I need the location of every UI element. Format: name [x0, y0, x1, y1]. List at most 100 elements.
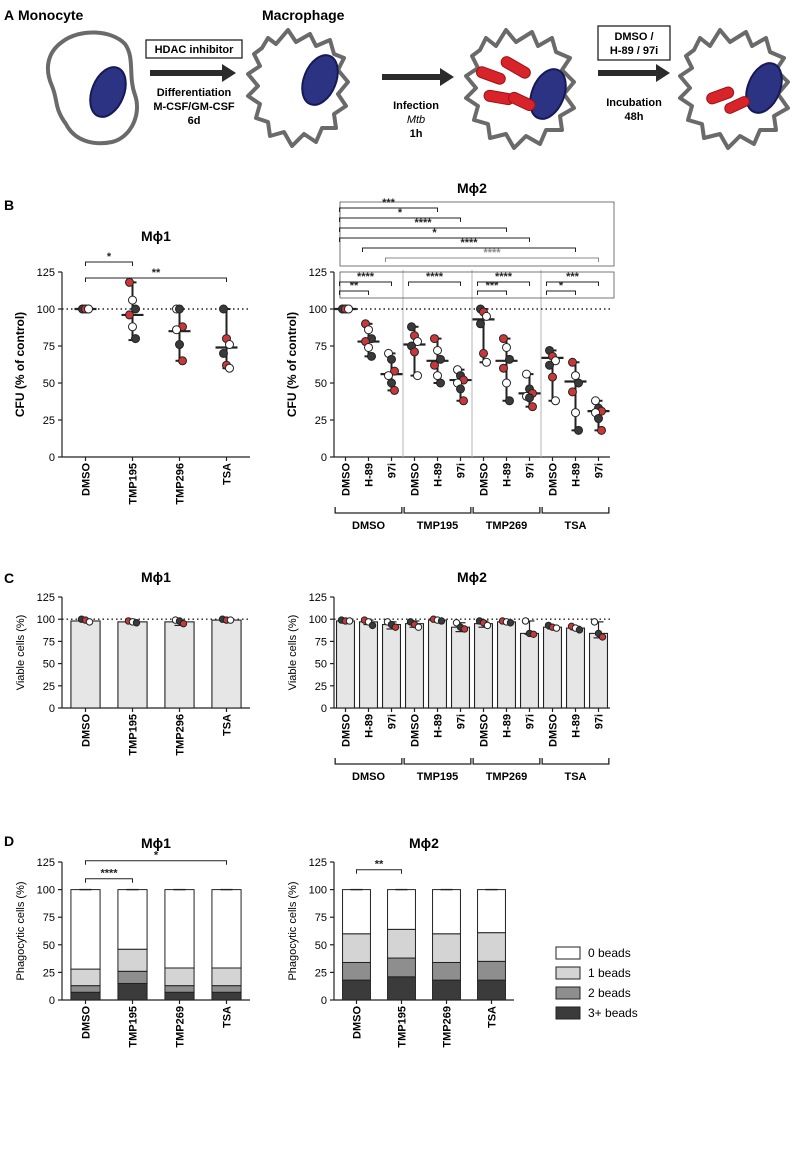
x-tick-label: DMSO — [479, 463, 491, 496]
data-point — [390, 366, 399, 376]
significance-label: * — [154, 850, 159, 862]
step3-line2: 48h — [625, 111, 644, 123]
x-tick-label: TSA — [222, 463, 234, 485]
stacked-segment — [477, 960, 506, 981]
y-tick-label: 50 — [43, 378, 55, 390]
stacked-segment — [164, 985, 195, 993]
significance-label: ** — [375, 859, 384, 871]
bar — [450, 626, 471, 709]
data-point — [391, 623, 400, 631]
x-tick-label: DMSO — [410, 463, 422, 496]
stacked-segment — [342, 889, 371, 935]
bar — [473, 623, 494, 709]
x-tick-label: TMP269 — [442, 1006, 454, 1048]
y-tick-label: 25 — [43, 415, 55, 427]
group-bracket — [403, 758, 472, 765]
stacked-segment — [164, 991, 195, 1001]
chart-d2-phagocytosis-mphi2: 0 25 50 75 100 125 Phagocytic cells (%) Mϕ2 DMSO… — [287, 835, 638, 1048]
x-tick-label: H-89 — [502, 714, 514, 738]
data-point — [594, 414, 603, 424]
chart-b1-cfu-mphi1: 0 25 50 75 100 125 CFU (% of control) Mϕ1 DMSO TM… — [13, 228, 250, 505]
significance-bracket — [85, 860, 227, 865]
x-tick-label: H-89 — [571, 463, 583, 487]
step2-title: Infection — [393, 100, 439, 112]
data-point — [179, 619, 188, 628]
data-point — [128, 322, 137, 332]
data-point — [529, 630, 538, 638]
x-tick-label: 97i — [525, 463, 537, 478]
macrophage-cell — [246, 28, 350, 148]
data-point — [551, 356, 560, 366]
significance-bracket-inner — [408, 281, 461, 286]
bar — [496, 621, 517, 709]
data-point — [528, 402, 537, 412]
x-tick-label: DMSO — [548, 463, 560, 496]
significance-label: *** — [486, 280, 500, 292]
stacked-segment — [387, 976, 416, 1001]
y-axis-label: CFU (% of control) — [285, 312, 299, 417]
stacked-segment — [432, 933, 461, 963]
stacked-segment — [432, 889, 461, 935]
significance-label: * — [559, 280, 564, 292]
bar — [519, 632, 540, 709]
data-point — [132, 619, 141, 627]
data-point — [590, 618, 599, 626]
infected-macrophage-cell — [464, 28, 576, 150]
y-tick-label: 50 — [43, 940, 55, 952]
x-tick-label: H-89 — [364, 714, 376, 738]
y-tick-label: 125 — [37, 592, 55, 604]
data-point — [410, 347, 419, 357]
data-point — [598, 633, 607, 641]
y-axis-label: Viable cells (%) — [287, 615, 299, 691]
y-tick-label: 125 — [37, 267, 55, 279]
group-label: TMP195 — [417, 520, 459, 532]
data-point — [502, 378, 511, 388]
significance-bracket-inner — [339, 281, 392, 286]
data-point — [482, 311, 491, 321]
group-label: DMSO — [352, 771, 385, 783]
data-point — [568, 387, 577, 397]
y-tick-label: 0 — [321, 995, 327, 1007]
legend-swatch — [555, 986, 581, 1000]
x-tick-label: TMP195 — [397, 1006, 409, 1048]
drug-box — [597, 25, 671, 61]
stacked-segment — [477, 979, 506, 1001]
step1-line1: Differentiation — [157, 87, 232, 99]
data-point — [476, 319, 485, 329]
data-point — [387, 378, 396, 388]
data-point — [85, 618, 94, 626]
step2-time: 1h — [410, 128, 423, 140]
data-point — [219, 304, 228, 314]
legend-label: 1 beads — [588, 966, 631, 980]
data-point — [575, 626, 584, 634]
data-point — [552, 624, 561, 632]
chart-title: Mϕ1 — [141, 569, 171, 585]
data-point — [413, 371, 422, 381]
significance-bracket — [85, 261, 133, 266]
data-point — [430, 360, 439, 370]
data-point — [571, 408, 580, 418]
data-point — [125, 277, 134, 287]
significance-bracket-inner — [339, 290, 369, 295]
x-tick-label: 97i — [456, 463, 468, 478]
x-tick-label: 97i — [387, 463, 399, 478]
drug-box-line2: H-89 / 97i — [610, 45, 658, 57]
hdac-inhibitor-box — [145, 39, 243, 59]
arrow-incubation — [598, 64, 670, 82]
bar — [335, 620, 356, 709]
data-point — [175, 304, 184, 314]
data-point — [368, 621, 377, 630]
y-tick-label: 25 — [43, 681, 55, 693]
stacked-segment — [117, 889, 148, 950]
group-bracket — [334, 758, 403, 765]
significance-label: **** — [414, 217, 432, 229]
chart-d1-phagocytosis-mphi1: 0 25 50 75 100 125 Phagocytic cells (%) Mϕ1 DMSO… — [15, 835, 250, 1048]
bar — [211, 619, 242, 709]
data-point — [506, 619, 515, 627]
x-tick-label: 97i — [456, 714, 468, 729]
stacked-segment — [387, 928, 416, 959]
x-tick-label: TMP195 — [128, 714, 140, 756]
data-point — [437, 617, 446, 625]
data-point — [551, 396, 560, 406]
